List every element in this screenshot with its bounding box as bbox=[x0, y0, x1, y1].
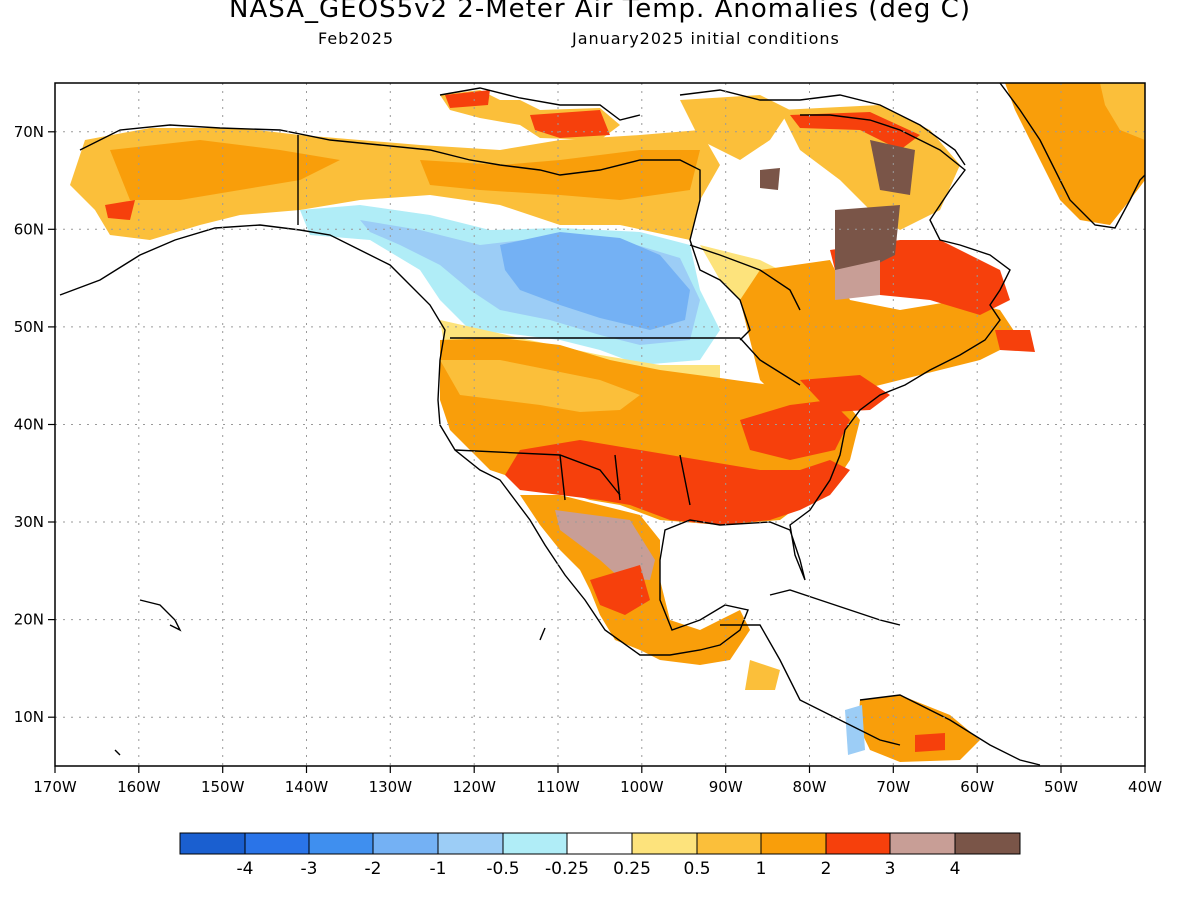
graticule bbox=[55, 83, 1145, 766]
colorbar-label: -4 bbox=[237, 859, 254, 879]
colorbar-label: -2 bbox=[365, 859, 382, 879]
x-tick-label: 60W bbox=[960, 778, 994, 796]
colorbar-swatch bbox=[179, 832, 246, 855]
x-tick-label: 140W bbox=[285, 778, 329, 796]
y-tick-label: 30N bbox=[14, 513, 44, 531]
colorbar-label: 0.5 bbox=[683, 859, 710, 879]
colorbar-swatch bbox=[889, 832, 956, 855]
x-tick-label: 170W bbox=[33, 778, 77, 796]
colorbar-swatch bbox=[244, 832, 310, 855]
y-tick-label: 50N bbox=[14, 318, 44, 336]
y-tick-label: 20N bbox=[14, 611, 44, 629]
colorbar-label: -3 bbox=[301, 859, 318, 879]
axis-ticks bbox=[48, 131, 1146, 773]
x-tick-label: 50W bbox=[1044, 778, 1078, 796]
x-tick-label: 70W bbox=[876, 778, 910, 796]
colorbar-label: -1 bbox=[430, 859, 447, 879]
x-tick-label: 120W bbox=[452, 778, 496, 796]
x-tick-label: 110W bbox=[536, 778, 580, 796]
colorbar: -4 -3 -2 -1 -0.5 -0.25 0.25 0.5 1 2 3 4 bbox=[179, 832, 1021, 879]
colorbar-label: 4 bbox=[950, 859, 961, 879]
x-tick-label: 150W bbox=[201, 778, 245, 796]
x-tick-label: 100W bbox=[620, 778, 664, 796]
colorbar-swatch bbox=[825, 832, 891, 855]
x-tick-label: 130W bbox=[369, 778, 413, 796]
latitude-labels: 10N 20N 30N 40N 50N 60N 70N bbox=[14, 123, 44, 726]
colorbar-swatch bbox=[954, 832, 1021, 855]
colorbar-label: 3 bbox=[885, 859, 896, 879]
x-tick-label: 80W bbox=[793, 778, 827, 796]
colorbar-label: -0.25 bbox=[545, 859, 589, 879]
colorbar-swatch bbox=[308, 832, 374, 855]
colorbar-label: -0.5 bbox=[486, 859, 519, 879]
colorbar-swatch bbox=[502, 832, 568, 855]
y-tick-label: 70N bbox=[14, 123, 44, 141]
colorbar-swatch bbox=[437, 832, 504, 855]
map-title: NASA_GEOS5v2 2-Meter Air Temp. Anomalies… bbox=[229, 0, 971, 24]
x-tick-label: 90W bbox=[709, 778, 743, 796]
colorbar-swatch bbox=[631, 832, 698, 855]
colorbar-swatch bbox=[372, 832, 439, 855]
initial-conditions: January2025 initial conditions bbox=[572, 29, 840, 48]
x-tick-label: 40W bbox=[1128, 778, 1162, 796]
anomaly-fill bbox=[70, 83, 1145, 762]
colorbar-label: 1 bbox=[756, 859, 767, 879]
longitude-labels: 170W 160W 150W 140W 130W 120W 110W 100W … bbox=[33, 778, 1162, 796]
y-tick-label: 40N bbox=[14, 416, 44, 434]
colorbar-swatch bbox=[566, 832, 633, 855]
colorbar-swatch bbox=[760, 832, 827, 855]
y-tick-label: 10N bbox=[14, 708, 44, 726]
x-tick-label: 160W bbox=[117, 778, 161, 796]
forecast-month: Feb2025 bbox=[318, 29, 395, 48]
colorbar-label: 2 bbox=[821, 859, 832, 879]
colorbar-swatch bbox=[696, 832, 762, 855]
colorbar-label: 0.25 bbox=[613, 859, 651, 879]
y-tick-label: 60N bbox=[14, 220, 44, 238]
